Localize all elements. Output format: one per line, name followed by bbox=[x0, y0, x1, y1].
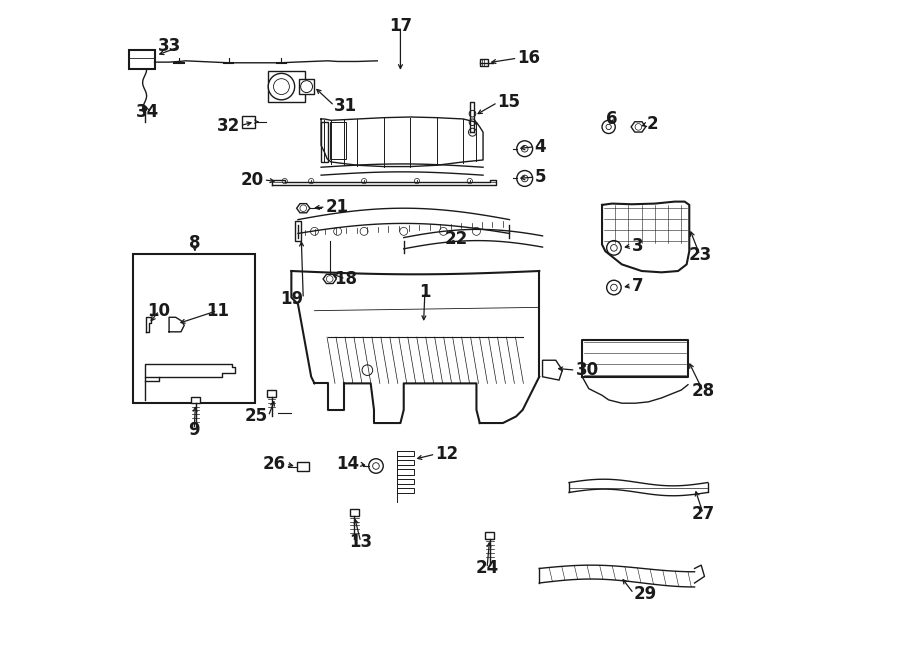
Bar bbox=[397, 451, 414, 456]
Circle shape bbox=[517, 141, 533, 157]
Circle shape bbox=[369, 459, 383, 473]
Circle shape bbox=[467, 178, 472, 184]
Circle shape bbox=[439, 227, 447, 235]
Text: 25: 25 bbox=[245, 407, 268, 426]
Text: 23: 23 bbox=[688, 246, 712, 264]
Text: 21: 21 bbox=[326, 198, 349, 216]
Circle shape bbox=[373, 463, 379, 469]
Text: 26: 26 bbox=[263, 455, 286, 473]
Text: 30: 30 bbox=[576, 361, 598, 379]
Circle shape bbox=[469, 119, 476, 126]
Circle shape bbox=[400, 227, 408, 235]
Bar bbox=[294, 221, 302, 241]
Circle shape bbox=[362, 365, 373, 375]
Circle shape bbox=[301, 81, 312, 93]
Text: 31: 31 bbox=[334, 97, 357, 115]
Circle shape bbox=[469, 128, 476, 136]
Text: 1: 1 bbox=[419, 283, 430, 301]
Circle shape bbox=[282, 178, 287, 184]
Bar bbox=[132, 254, 255, 403]
Bar bbox=[397, 479, 414, 484]
Circle shape bbox=[602, 120, 616, 134]
Text: 24: 24 bbox=[475, 559, 499, 578]
Polygon shape bbox=[543, 360, 562, 380]
Bar bbox=[297, 462, 309, 471]
Circle shape bbox=[309, 178, 314, 184]
Bar bbox=[349, 509, 359, 516]
Polygon shape bbox=[297, 204, 310, 213]
Bar bbox=[267, 390, 276, 397]
Bar bbox=[397, 469, 414, 475]
Text: 33: 33 bbox=[158, 37, 181, 56]
Text: 32: 32 bbox=[217, 116, 240, 135]
Circle shape bbox=[517, 171, 533, 186]
Text: 9: 9 bbox=[188, 420, 200, 439]
Text: 2: 2 bbox=[647, 115, 659, 134]
Text: 20: 20 bbox=[240, 171, 264, 189]
Circle shape bbox=[360, 227, 368, 235]
Text: 17: 17 bbox=[389, 17, 412, 36]
Bar bbox=[329, 122, 346, 159]
Bar bbox=[321, 122, 328, 162]
Circle shape bbox=[268, 73, 294, 100]
Text: 14: 14 bbox=[337, 455, 359, 473]
Text: 7: 7 bbox=[632, 276, 644, 295]
Text: 19: 19 bbox=[280, 290, 303, 308]
Text: 5: 5 bbox=[535, 168, 546, 186]
Text: 18: 18 bbox=[334, 270, 357, 288]
Bar bbox=[242, 116, 255, 128]
Circle shape bbox=[274, 79, 290, 95]
Bar bbox=[397, 460, 414, 465]
Circle shape bbox=[300, 205, 307, 212]
Bar bbox=[300, 79, 314, 94]
Polygon shape bbox=[631, 122, 645, 132]
Text: 3: 3 bbox=[632, 237, 644, 255]
Bar bbox=[268, 71, 304, 102]
Text: 15: 15 bbox=[498, 93, 520, 112]
Text: 28: 28 bbox=[691, 382, 715, 401]
Text: 4: 4 bbox=[535, 137, 546, 156]
Circle shape bbox=[472, 227, 481, 235]
Bar bbox=[480, 59, 488, 66]
Circle shape bbox=[607, 280, 621, 295]
Text: 27: 27 bbox=[691, 504, 715, 523]
Circle shape bbox=[414, 178, 419, 184]
Text: 29: 29 bbox=[634, 584, 657, 603]
Circle shape bbox=[635, 124, 642, 130]
Bar bbox=[485, 532, 494, 539]
Bar bbox=[191, 397, 200, 403]
Text: 34: 34 bbox=[136, 103, 159, 122]
Circle shape bbox=[521, 145, 528, 152]
Text: 10: 10 bbox=[148, 301, 171, 320]
Text: 13: 13 bbox=[349, 533, 373, 551]
Circle shape bbox=[334, 227, 342, 235]
Text: 6: 6 bbox=[606, 110, 617, 128]
Circle shape bbox=[610, 245, 617, 251]
Bar bbox=[130, 50, 155, 69]
Bar bbox=[397, 488, 414, 493]
Circle shape bbox=[469, 110, 476, 117]
Circle shape bbox=[606, 124, 611, 130]
Circle shape bbox=[362, 178, 366, 184]
Circle shape bbox=[610, 284, 617, 291]
Text: 16: 16 bbox=[518, 49, 540, 67]
Text: 22: 22 bbox=[445, 230, 468, 249]
Circle shape bbox=[521, 175, 528, 182]
Polygon shape bbox=[323, 274, 337, 284]
Circle shape bbox=[327, 276, 333, 282]
Text: 11: 11 bbox=[206, 301, 229, 320]
Text: 8: 8 bbox=[189, 234, 201, 253]
Circle shape bbox=[310, 227, 319, 235]
Text: 12: 12 bbox=[436, 445, 459, 463]
Circle shape bbox=[607, 241, 621, 255]
